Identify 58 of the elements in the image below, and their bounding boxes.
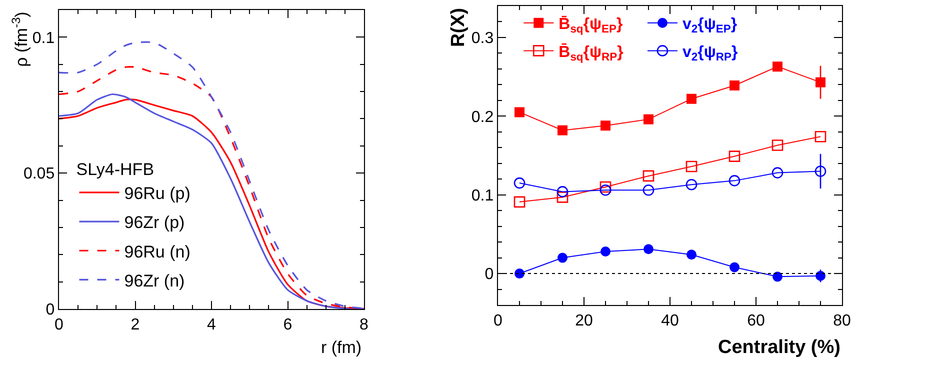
x-axis-title: Centrality (%): [718, 337, 840, 358]
point: [772, 167, 784, 178]
point: [514, 177, 526, 189]
point: [772, 272, 782, 282]
legend-label: 96Ru (n): [124, 242, 190, 262]
point: [600, 246, 610, 256]
point: [558, 252, 568, 263]
point: [730, 80, 740, 90]
x-tick-label: 20: [575, 312, 593, 330]
legend-label: B̄$_{sq}${ψ$_{RP}$}: [558, 43, 624, 64]
point: [600, 120, 610, 131]
y-tick-label: 0.05: [23, 166, 55, 183]
legend-label: v$_{2}${ψ$_{RP}$}: [682, 44, 738, 64]
point: [686, 178, 698, 190]
point: [728, 175, 740, 186]
point: [686, 160, 698, 172]
y-axis-title: R(X): [448, 8, 469, 47]
point: [814, 130, 826, 142]
legend-label: B̄$_{sq}${ψ$_{EP}$}: [558, 15, 623, 36]
point: [816, 270, 826, 281]
y-tick-label: 0.1: [32, 30, 55, 47]
y-tick-label: 0.1: [471, 187, 494, 204]
point: [600, 184, 612, 196]
point: [814, 166, 826, 177]
point: [642, 184, 654, 196]
x-tick-label: 8: [360, 316, 369, 334]
point: [514, 268, 524, 279]
x-tick-label: 80: [833, 312, 851, 330]
legend-label: v$_{2}${ψ$_{EP}$}: [682, 16, 738, 36]
y-tick-label: 0.2: [471, 108, 494, 126]
point: [514, 107, 524, 118]
point: [772, 140, 784, 151]
point: [514, 196, 526, 208]
y-tick-label: 0.3: [471, 30, 494, 48]
point: [558, 125, 568, 136]
point: [686, 94, 696, 104]
x-tick-label: 2: [130, 316, 140, 334]
legend-label: 96Ru (p): [124, 184, 190, 204]
y-tick-label: 0: [484, 266, 494, 284]
legend-label: 96Zr (n): [124, 271, 185, 290]
point: [816, 77, 826, 88]
legend-label: 96Zr (p): [124, 213, 185, 232]
legend-title: SLy4-HFB: [76, 160, 154, 179]
x-axis-title: r (fm): [321, 338, 362, 357]
point: [556, 186, 568, 198]
point: [556, 192, 568, 203]
point: [642, 170, 654, 182]
x-tick-label: 6: [283, 316, 292, 334]
x-tick-label: 4: [207, 316, 216, 334]
x-tick-label: 40: [661, 312, 679, 330]
point: [600, 181, 612, 193]
point: [730, 262, 740, 272]
point: [728, 150, 740, 162]
x-tick-label: 60: [747, 312, 765, 330]
point: [772, 62, 782, 72]
point: [686, 250, 696, 260]
point: [644, 244, 654, 254]
point: [644, 114, 654, 124]
